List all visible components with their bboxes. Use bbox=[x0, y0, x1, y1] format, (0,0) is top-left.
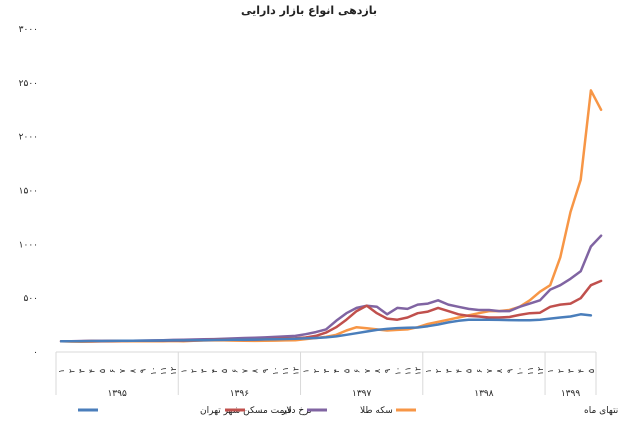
x-tick-label: ۸ bbox=[373, 368, 382, 373]
x-tick-label: ۳ bbox=[444, 368, 453, 373]
y-tick-label: ۳۰۰۰ bbox=[19, 25, 38, 35]
x-tick-label: ۱۱ bbox=[526, 367, 535, 376]
x-tick-label: ۹ bbox=[505, 369, 514, 373]
x-tick-label: ۵ bbox=[342, 369, 351, 373]
x-tick-label: ۵ bbox=[465, 369, 474, 373]
x-tick-label: ۱۰ bbox=[393, 367, 402, 376]
x-tick-label: ۶ bbox=[230, 369, 239, 373]
x-tick-label: ۷ bbox=[485, 368, 494, 373]
x-tick-label: ۴ bbox=[210, 369, 219, 373]
year-label: ۱۳۹۸ bbox=[474, 389, 494, 399]
x-tick-label: ۱۰ bbox=[149, 367, 158, 376]
y-tick-label: ۲۰۰۰ bbox=[19, 133, 38, 143]
x-tick-label: ۸ bbox=[128, 368, 137, 373]
x-tick-label: ۱۱ bbox=[404, 367, 413, 376]
y-axis: ۰ ۵۰۰ ۱۰۰۰ ۱۵۰۰ ۲۰۰۰ ۲۵۰۰ ۳۰۰۰ bbox=[19, 25, 38, 358]
series-line bbox=[59, 234, 603, 343]
x-tick-label: ۴ bbox=[454, 369, 463, 373]
chart-title: بازدهی انواع بازار دارایی bbox=[241, 4, 377, 17]
series-line bbox=[59, 313, 593, 343]
x-tick-label: ۹ bbox=[383, 369, 392, 373]
x-tick-label: ۱۲ bbox=[414, 367, 423, 376]
x-tick-label: ۲ bbox=[312, 369, 321, 373]
legend-label: قیمت مسکن شهر تهران bbox=[200, 406, 292, 416]
x-tick-label: ۳ bbox=[567, 368, 576, 373]
x-tick-label: ۲ bbox=[67, 369, 76, 373]
y-tick-label: ۱۵۰۰ bbox=[19, 187, 38, 197]
x-tick-label: ۴ bbox=[332, 369, 341, 373]
x-tick-label: ۱۲ bbox=[169, 367, 178, 376]
x-tick-label: ۶ bbox=[108, 369, 117, 373]
legend-label: سکه طلا bbox=[360, 406, 393, 416]
x-tick-label: ۹ bbox=[261, 369, 270, 373]
x-tick-label: ۸ bbox=[251, 368, 260, 373]
x-tick-label: ۲ bbox=[190, 369, 199, 373]
series-line bbox=[59, 279, 603, 343]
x-tick-label: ۶ bbox=[353, 369, 362, 373]
year-label: ۱۳۹۷ bbox=[352, 389, 372, 399]
y-tick-label: ۲۵۰۰ bbox=[19, 79, 38, 89]
x-tick-label: ۴ bbox=[577, 369, 586, 373]
x-tick-label: ۸ bbox=[495, 368, 504, 373]
x-tick-label: ۱ bbox=[179, 369, 188, 373]
x-tick-label: ۶ bbox=[475, 369, 484, 373]
x-tick-label: ۱۰ bbox=[271, 367, 280, 376]
x-tick-label: ۳ bbox=[77, 368, 86, 373]
series-line bbox=[59, 89, 603, 344]
x-tick-label: ۲ bbox=[556, 369, 565, 373]
x-tick-label: ۷ bbox=[118, 368, 127, 373]
year-label: ۱۳۹۶ bbox=[230, 389, 250, 399]
y-tick-label: ۵۰۰ bbox=[23, 294, 38, 304]
plot-area bbox=[59, 89, 603, 344]
y-tick-label: ۰ bbox=[33, 348, 38, 358]
x-tick-label: ۱۱ bbox=[281, 367, 290, 376]
x-tick-label: ۳ bbox=[200, 368, 209, 373]
x-tick-label: ۱۱ bbox=[159, 367, 168, 376]
x-tick-label: ۵ bbox=[587, 369, 596, 373]
x-tick-label: ۹ bbox=[139, 369, 148, 373]
x-tick-label: ۵ bbox=[220, 369, 229, 373]
y-tick-label: ۱۰۰۰ bbox=[19, 240, 38, 250]
x-tick-label: ۱ bbox=[424, 369, 433, 373]
x-tick-label: ۷ bbox=[240, 368, 249, 373]
x-tick-label: ۱ bbox=[546, 369, 555, 373]
x-tick-label: ۲ bbox=[434, 369, 443, 373]
x-tick-label: ۱۲ bbox=[291, 367, 300, 376]
legend-label: نرخ دلار bbox=[281, 406, 312, 416]
x-tick-label: ۱ bbox=[57, 369, 66, 373]
x-tick-label: ۷ bbox=[363, 368, 372, 373]
year-label: ۱۳۹۹ bbox=[561, 389, 581, 399]
x-tick-label: ۱۲ bbox=[536, 367, 545, 376]
x-tick-label: ۱۰ bbox=[516, 367, 525, 376]
year-label: ۱۳۹۵ bbox=[107, 389, 127, 399]
x-tick-label: ۵ bbox=[98, 369, 107, 373]
x-tick-label: ۴ bbox=[88, 369, 97, 373]
x-tick-label: ۱ bbox=[302, 369, 311, 373]
x-tick-label: ۳ bbox=[322, 368, 331, 373]
